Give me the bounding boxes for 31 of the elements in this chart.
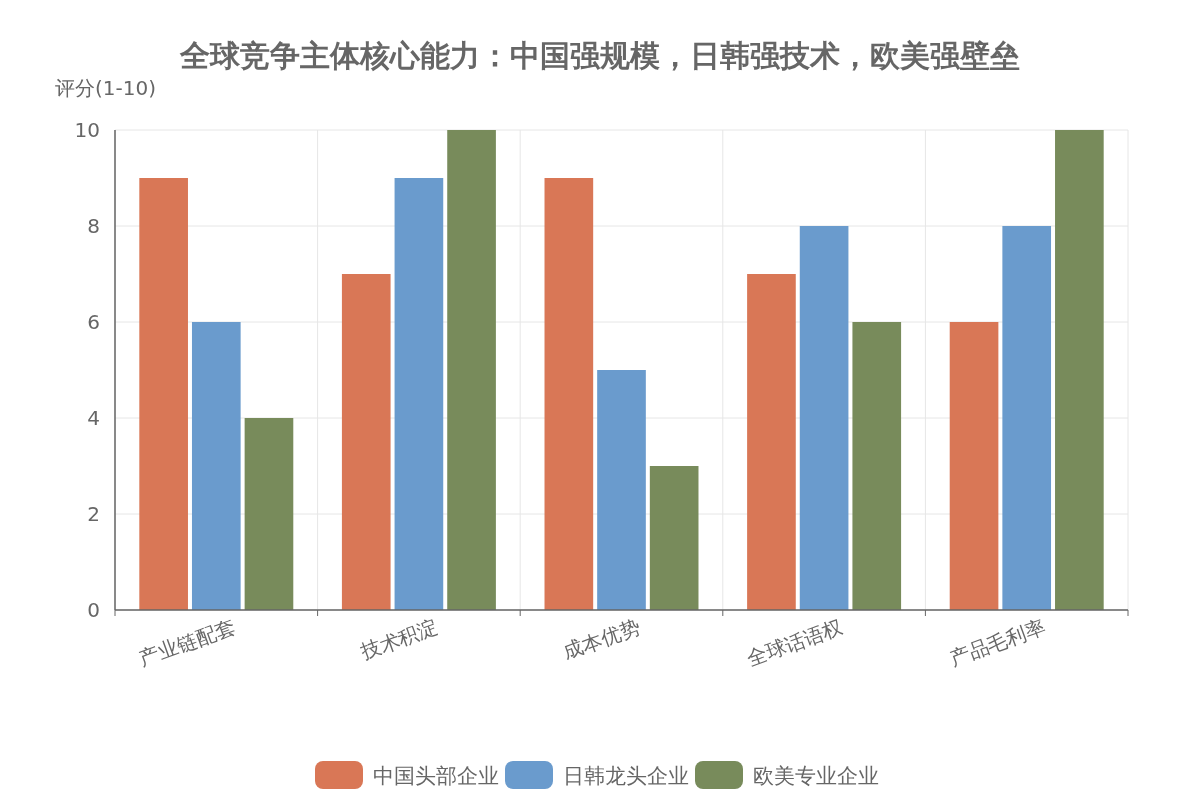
bar bbox=[852, 322, 902, 610]
x-tick-label: 成本优势 bbox=[559, 614, 644, 665]
chart-title: 全球竞争主体核心能力：中国强规模，日韩强技术，欧美强壁垒 bbox=[179, 38, 1020, 73]
bar bbox=[191, 322, 241, 610]
bar bbox=[1055, 130, 1104, 610]
y-tick-label: 10 bbox=[74, 118, 100, 142]
x-tick-label: 产业链配套 bbox=[135, 614, 239, 671]
y-tick-label: 4 bbox=[87, 406, 100, 430]
y-tick-label: 2 bbox=[87, 502, 100, 526]
bar bbox=[341, 274, 391, 610]
legend-label: 日韩龙头企业 bbox=[563, 764, 689, 788]
bar bbox=[747, 274, 796, 610]
bar bbox=[949, 322, 999, 610]
y-tick-label: 8 bbox=[87, 214, 100, 238]
y-tick-label: 0 bbox=[87, 598, 100, 622]
bar bbox=[244, 418, 294, 610]
bar bbox=[139, 178, 188, 610]
x-tick-label: 技术积淀 bbox=[356, 614, 441, 665]
y-tick-label: 6 bbox=[87, 310, 100, 334]
x-tick-label: 全球话语权 bbox=[743, 614, 846, 671]
x-tick-label: 产品毛利率 bbox=[946, 614, 1049, 671]
bar bbox=[394, 178, 444, 610]
bar bbox=[544, 178, 594, 610]
bar bbox=[447, 130, 496, 610]
bar bbox=[1002, 226, 1052, 610]
bar bbox=[649, 466, 699, 610]
bar bbox=[799, 226, 849, 610]
legend-label: 欧美专业企业 bbox=[753, 764, 879, 788]
y-axis-title: 评分(1-10) bbox=[55, 76, 156, 100]
bar bbox=[597, 370, 646, 610]
legend-label: 中国头部企业 bbox=[373, 764, 499, 788]
